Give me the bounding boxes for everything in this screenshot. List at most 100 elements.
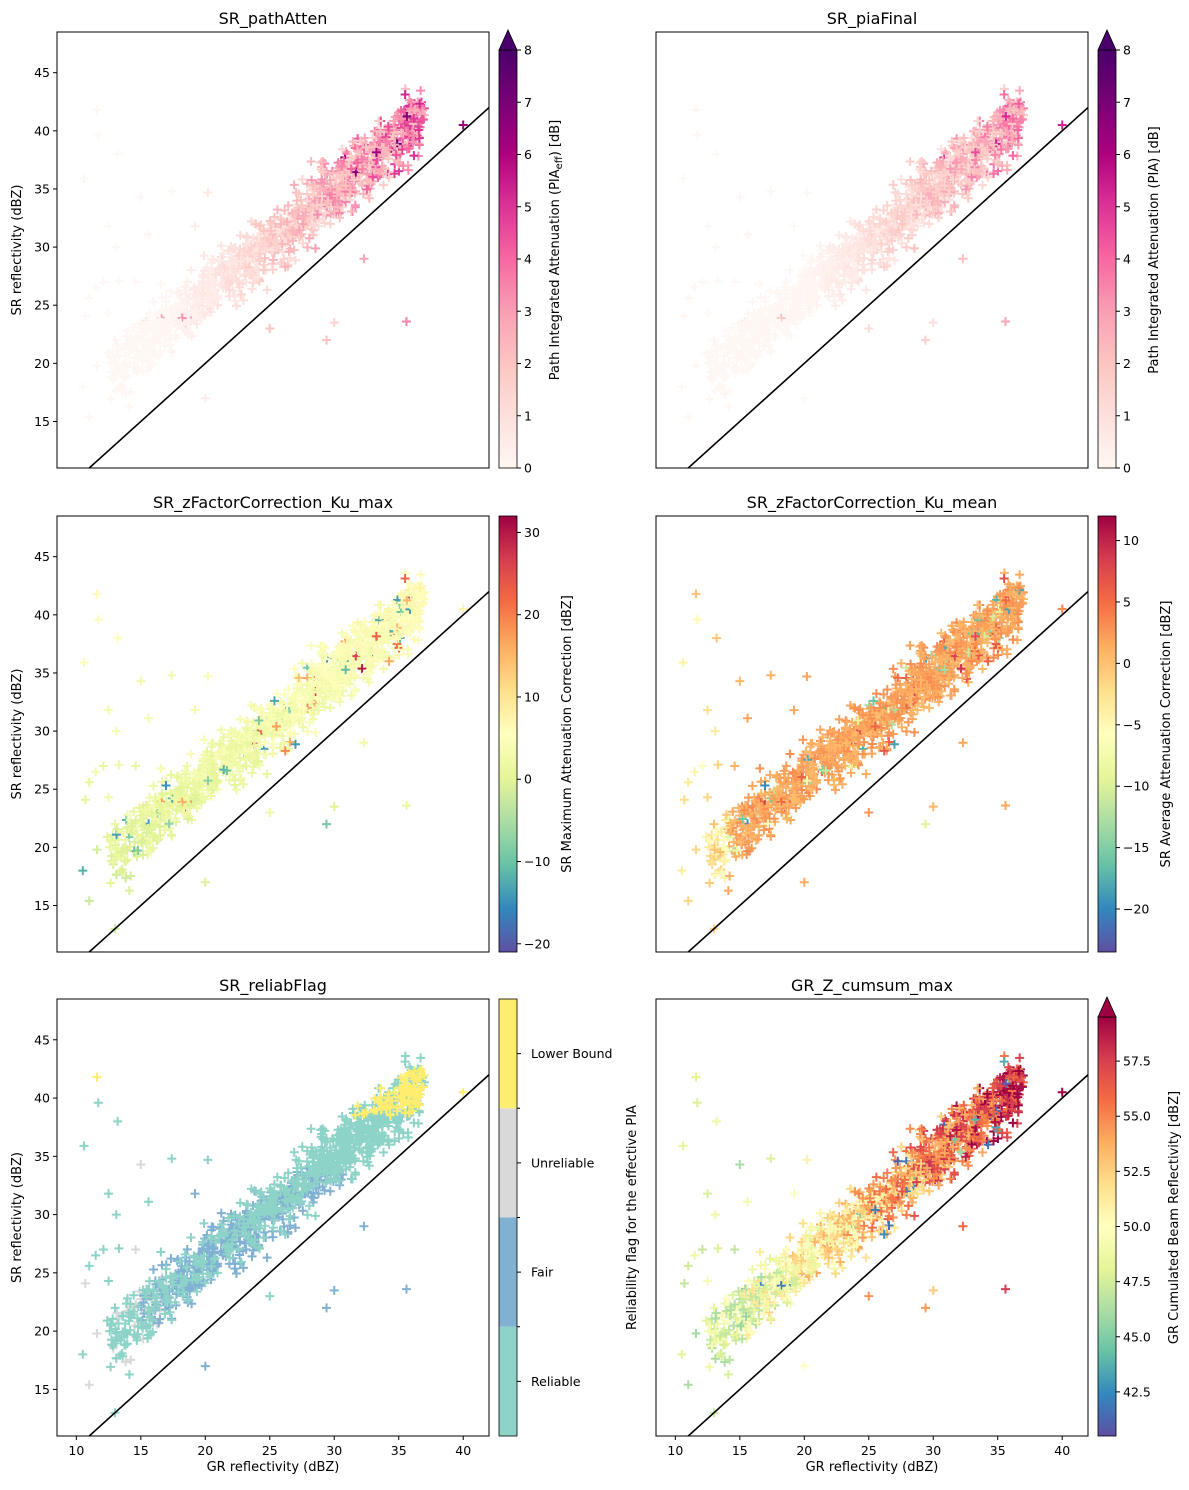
data-point — [161, 813, 171, 823]
data-point — [151, 796, 161, 806]
data-point — [308, 190, 318, 200]
data-point — [104, 221, 114, 231]
data-point — [92, 845, 102, 855]
data-point — [290, 255, 300, 265]
data-point — [818, 248, 828, 258]
data-point — [267, 245, 277, 255]
data-point — [108, 373, 118, 383]
data-point — [400, 574, 410, 584]
data-point — [814, 255, 824, 265]
data-point — [691, 361, 701, 371]
data-point — [384, 172, 394, 182]
data-point — [136, 676, 146, 686]
data-point — [1008, 635, 1018, 645]
data-point — [389, 624, 399, 634]
data-point — [240, 245, 250, 255]
data-point — [983, 172, 993, 182]
data-point — [839, 729, 849, 739]
data-point — [110, 361, 120, 371]
data-point — [749, 338, 759, 348]
data-point — [297, 685, 307, 695]
data-point — [734, 319, 744, 329]
data-point — [121, 389, 131, 399]
data-point — [312, 684, 322, 694]
data-point — [228, 269, 238, 279]
data-point — [849, 274, 859, 284]
data-point — [110, 819, 120, 829]
data-point — [899, 211, 909, 221]
data-point — [797, 278, 807, 288]
data-point — [996, 114, 1006, 124]
data-point — [977, 151, 987, 161]
data-point — [739, 337, 749, 347]
data-point — [766, 346, 776, 356]
data-point — [282, 701, 292, 711]
data-point — [200, 310, 210, 320]
data-point — [298, 722, 308, 732]
data-point — [254, 733, 264, 743]
panel-title: SR_pathAtten — [219, 9, 328, 29]
data-point — [850, 219, 860, 229]
data-point — [160, 341, 170, 351]
data-point — [926, 184, 936, 194]
data-point — [903, 233, 913, 243]
data-point — [355, 136, 365, 146]
data-point — [261, 727, 271, 737]
data-point — [843, 268, 853, 278]
data-point — [1001, 111, 1011, 121]
data-point — [241, 761, 251, 771]
data-point — [222, 766, 232, 776]
data-point — [881, 217, 891, 227]
data-point — [337, 646, 347, 656]
data-point — [294, 189, 304, 199]
data-point — [152, 835, 162, 845]
data-point — [853, 231, 863, 241]
data-point — [259, 749, 269, 759]
data-point — [940, 181, 950, 191]
data-point — [332, 675, 342, 685]
data-point — [904, 213, 914, 223]
data-point — [189, 779, 199, 789]
data-point — [370, 142, 380, 152]
colorbar-tick-label: 0 — [524, 461, 532, 476]
data-point — [797, 270, 807, 280]
data-point — [839, 245, 849, 255]
data-point — [144, 229, 154, 239]
data-point — [264, 719, 274, 729]
data-point — [409, 598, 419, 608]
data-point — [893, 673, 903, 683]
data-point — [79, 657, 89, 667]
data-point — [266, 710, 276, 720]
data-point — [132, 852, 142, 862]
data-point — [747, 843, 757, 853]
data-point — [921, 335, 931, 345]
data-point — [990, 150, 1000, 160]
data-point — [310, 243, 320, 253]
data-point — [315, 184, 325, 194]
data-point — [120, 351, 130, 361]
data-point — [956, 180, 966, 190]
data-point — [111, 242, 121, 252]
data-point — [355, 150, 365, 160]
y-tick-label: 15 — [34, 414, 50, 429]
data-point — [829, 243, 839, 253]
data-point — [193, 299, 203, 309]
data-point — [747, 297, 757, 307]
data-point — [166, 286, 176, 296]
data-point — [306, 641, 316, 651]
data-point — [983, 656, 993, 666]
data-point — [112, 340, 122, 350]
data-point — [231, 301, 241, 311]
colorbar-extend-arrow — [498, 29, 518, 51]
data-point — [871, 689, 881, 699]
data-point — [760, 296, 770, 306]
data-point — [306, 157, 316, 167]
data-point — [353, 158, 363, 168]
data-point — [720, 873, 730, 883]
data-point — [911, 200, 921, 210]
data-point — [200, 877, 210, 887]
data-point — [705, 837, 715, 847]
data-point — [897, 722, 907, 732]
data-point — [298, 238, 308, 248]
data-point — [291, 207, 301, 217]
